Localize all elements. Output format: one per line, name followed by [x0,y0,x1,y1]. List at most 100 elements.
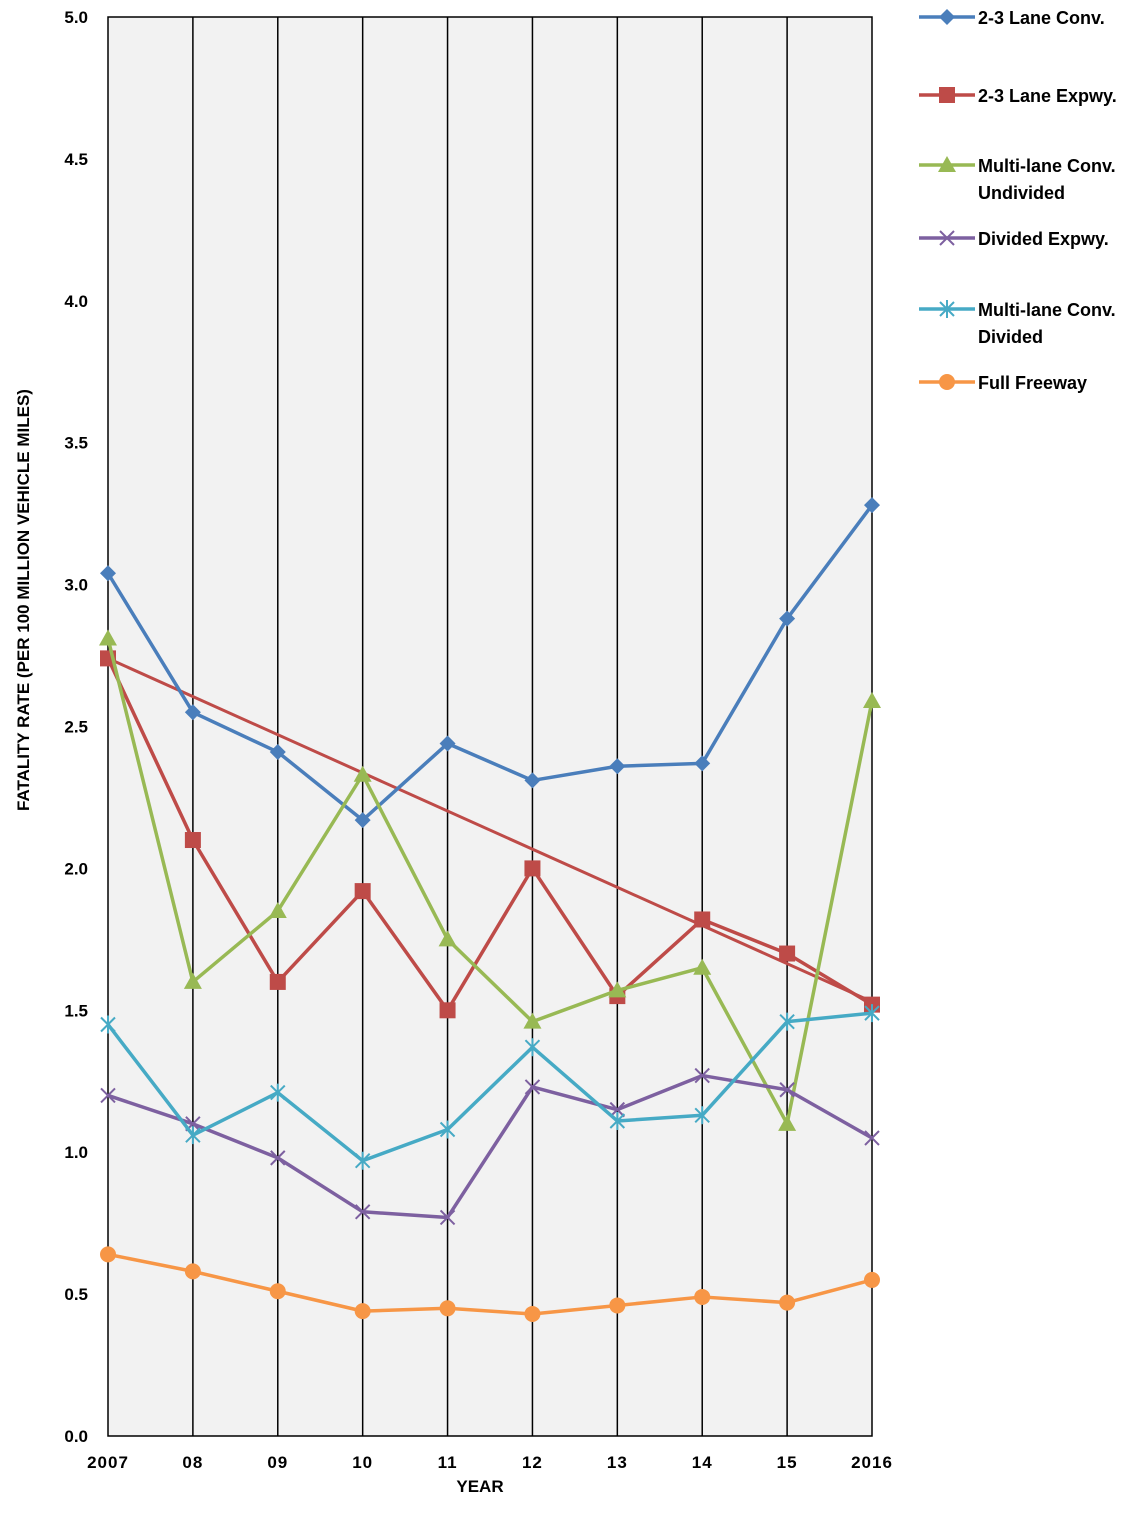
data-point [185,1126,201,1145]
data-point [354,883,371,900]
data-point [439,1300,456,1317]
legend-label: Undivided [978,183,1065,203]
data-point [269,744,286,761]
legend-marker [939,300,955,318]
x-tick-label: 08 [182,1453,203,1472]
legend-label: Divided [978,327,1043,347]
y-tick-label: 3.5 [64,434,88,453]
series-line [107,1073,873,1220]
y-tick-label: 0.5 [64,1285,88,1304]
series-5 [100,1246,880,1322]
data-point [608,981,627,998]
data-point [184,832,201,849]
data-point [354,1204,371,1220]
x-tick-label: 15 [777,1453,798,1472]
legend-marker [938,156,956,172]
legend-marker [939,9,955,25]
trendline-line [107,657,873,1004]
data-point [100,1087,116,1104]
legend-label: Multi-lane Conv. [978,156,1116,176]
data-point [694,755,711,772]
data-point [270,1083,286,1102]
data-point [269,1283,286,1300]
plot-area [108,17,872,1436]
data-point [524,1038,541,1057]
data-point [439,1120,456,1139]
data-point [864,1130,880,1146]
data-point [694,911,711,928]
data-point [100,565,116,582]
legend-marker [939,230,955,246]
legend-marker [939,87,955,103]
data-point [354,1151,371,1170]
x-tick-label: 09 [267,1453,288,1472]
data-point [183,972,202,989]
data-point [609,1101,626,1118]
grid-lines [192,17,788,1436]
y-tick-label: 4.0 [64,292,88,311]
legend-label: Full Freeway [978,373,1087,393]
data-point [609,1297,626,1314]
data-point [268,901,287,918]
x-tick-label: 11 [438,1453,458,1472]
data-point [270,1150,286,1166]
data-point [439,1002,456,1019]
data-point [439,1209,456,1226]
data-point [778,1114,797,1131]
data-point [779,945,796,962]
y-axis-title: FATALITY RATE (PER 100 MILLION VEHICLE M… [14,389,33,811]
data-point [864,1271,880,1288]
plot-border [107,16,873,1437]
data-point [524,1079,541,1095]
series-line [106,1011,873,1163]
legend-entry: Divided Expwy. [919,229,1109,249]
data-point [524,772,541,789]
x-tick-label: 10 [352,1453,373,1472]
series-line [106,638,874,1126]
legend-label: 2-3 Lane Expwy. [978,86,1117,106]
series-1 [100,650,880,1019]
legend-entry: Multi-lane Conv. Divided [919,300,1116,347]
y-tick-label: 2.0 [64,859,88,878]
x-tick-label: 13 [607,1453,628,1472]
data-point [184,704,201,721]
legend: 2-3 Lane Conv. 2-3 Lane Expwy. Multi-lane … [919,8,1117,393]
x-axis-ticks: 2007 08 09 10 11 12 13 14 15 2016 [87,1453,893,1472]
y-tick-label: 5.0 [64,8,88,27]
legend-entry: 2-3 Lane Conv. [919,8,1105,28]
data-point [863,691,881,708]
data-point [269,973,286,990]
y-tick-label: 2.5 [64,718,88,737]
legend-label: 2-3 Lane Conv. [978,8,1105,28]
data-point [779,1082,795,1098]
data-point [864,1004,880,1023]
data-point [100,1015,116,1034]
data-point [100,1246,116,1263]
x-axis-title: YEAR [456,1477,503,1496]
trendline [107,657,873,1004]
series-0 [100,497,880,829]
x-tick-label: 12 [522,1453,543,1472]
series-2 [99,629,881,1131]
data-point [693,958,712,975]
data-point [694,1106,710,1125]
series-line [106,657,873,1013]
data-point [779,1294,796,1311]
legend-label: Multi-lane Conv. [978,300,1116,320]
y-tick-label: 4.5 [64,150,88,169]
data-point [694,1067,710,1084]
series-4 [100,1004,880,1170]
data-point [523,1012,542,1029]
x-tick-label: 14 [692,1453,713,1472]
data-point [354,1303,371,1320]
y-axis-ticks: 0.0 0.5 1.0 1.5 2.0 2.5 3.0 3.5 4.0 4.5 5.0 [64,8,88,1446]
legend-label: Divided Expwy. [978,229,1109,249]
data-point [779,610,796,627]
y-tick-label: 3.0 [64,576,88,595]
data-point [694,1288,711,1305]
x-tick-label: 2016 [851,1453,893,1472]
data-point [354,812,371,829]
legend-entry: 2-3 Lane Expwy. [919,86,1117,106]
y-tick-label: 1.5 [64,1001,88,1020]
data-point [864,497,880,514]
